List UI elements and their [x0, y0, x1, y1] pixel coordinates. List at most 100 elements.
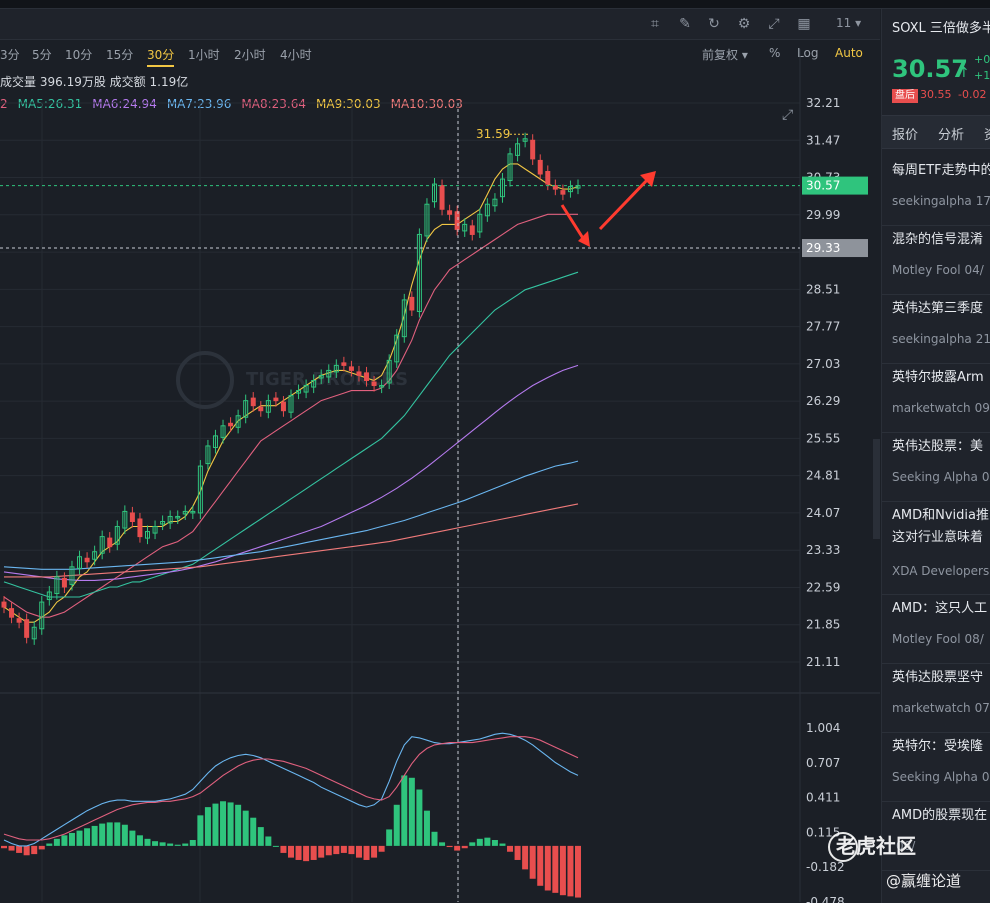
- candle-body: [447, 210, 453, 215]
- period-30m[interactable]: 30分: [147, 46, 175, 67]
- news-item[interactable]: 英特尔披露Arm marketwatch 09: [882, 363, 990, 433]
- news-item[interactable]: AMD和Nvidia推 这对行业意味着 XDA Developers: [882, 501, 990, 595]
- macd-bar: [491, 840, 498, 846]
- macd-bar: [23, 845, 30, 856]
- news-item[interactable]: 英伟达第三季度 seekingalpha 21: [882, 294, 990, 364]
- period-selector: 3分 5分 10分 15分 30分 1小时 2小时 4小时 前复权 ▾ % Lo…: [0, 41, 880, 67]
- candle-body: [296, 390, 302, 394]
- macd-bar: [68, 832, 75, 846]
- ma-legend-item: 2: [0, 97, 8, 111]
- news-item[interactable]: AMD的股票现在 06/: [882, 801, 990, 871]
- candle-body: [129, 512, 135, 522]
- period-3m[interactable]: 3分: [0, 48, 20, 62]
- candle-body: [167, 515, 173, 524]
- macd-bar: [325, 845, 332, 856]
- candle-body: [560, 190, 566, 195]
- news-item[interactable]: AMD：这只人工 Motley Fool 08/: [882, 594, 990, 664]
- candle-body: [515, 143, 521, 156]
- period-4h[interactable]: 4小时: [280, 48, 312, 62]
- candle-body: [469, 225, 475, 235]
- window-count-label: 11: [836, 16, 852, 30]
- candle-body: [46, 591, 52, 601]
- candle-body: [492, 198, 498, 207]
- adjust-select[interactable]: 前复权 ▾: [702, 48, 748, 62]
- settings-icon[interactable]: ⚙: [737, 16, 751, 32]
- candle-body: [416, 233, 422, 312]
- macd-bar: [567, 845, 574, 897]
- macd-bar: [129, 830, 136, 846]
- period-10m[interactable]: 10分: [65, 48, 93, 62]
- tab-quote[interactable]: 报价: [892, 128, 919, 143]
- log-toggle[interactable]: Log: [797, 46, 819, 60]
- macd-bar: [310, 845, 317, 860]
- candle-body: [205, 445, 211, 465]
- news-date: 0: [981, 470, 990, 484]
- fullscreen-icon[interactable]: ⤢: [768, 16, 780, 32]
- auto-toggle[interactable]: Auto: [835, 46, 863, 60]
- draw-icon[interactable]: ✎: [679, 16, 691, 32]
- window-count[interactable]: 11 ▾: [836, 16, 862, 30]
- candle-body: [152, 526, 158, 534]
- ma-line-ma250: [4, 503, 579, 578]
- news-date: 04/: [964, 263, 984, 277]
- news-date: 06/: [896, 839, 916, 853]
- refresh-icon[interactable]: ↻: [708, 16, 720, 32]
- news-date: 17: [975, 194, 990, 208]
- macd-bar: [227, 802, 234, 846]
- last-price: 30.57: [892, 55, 968, 83]
- candle-body: [258, 406, 264, 412]
- news-date: 07: [974, 701, 990, 715]
- candle-body: [545, 170, 551, 185]
- news-title: 英伟达第三季度: [892, 301, 984, 316]
- candle-body: [507, 153, 513, 182]
- amount-label: 成交额: [109, 75, 146, 89]
- candle-body: [16, 618, 22, 623]
- tab-news[interactable]: 资讯: [984, 124, 990, 143]
- news-item[interactable]: 每周ETF走势中的 seekingalpha 17: [882, 156, 990, 226]
- tiger-logo-icon: [828, 832, 858, 862]
- candle-body: [401, 299, 407, 338]
- macd-bar: [250, 817, 257, 846]
- period-2h[interactable]: 2小时: [234, 48, 266, 62]
- macd-bar: [469, 842, 476, 846]
- period-5m[interactable]: 5分: [32, 48, 52, 62]
- news-title: 混杂的信号混淆: [892, 232, 984, 247]
- period-15m[interactable]: 15分: [106, 48, 134, 62]
- ma-line-ma120: [3, 364, 579, 581]
- news-item[interactable]: 混杂的信号混淆 Motley Fool 04/: [882, 225, 990, 295]
- indicator-icon[interactable]: ⌗: [651, 16, 659, 32]
- macd-bar: [559, 845, 566, 896]
- macd-dea-line: [3, 736, 579, 841]
- percent-toggle[interactable]: %: [769, 46, 781, 60]
- candle-body: [371, 381, 377, 387]
- layout-icon[interactable]: ▦: [797, 16, 811, 32]
- macd-bar: [371, 845, 378, 858]
- price-change-percent: +1.: [974, 69, 990, 82]
- tab-analysis[interactable]: 分析: [938, 128, 965, 143]
- news-date: 09: [974, 401, 990, 415]
- macd-bar: [544, 845, 551, 891]
- panel-collapse-handle[interactable]: [873, 439, 880, 539]
- price-axis-label: 21.11: [806, 655, 840, 669]
- annotation-arrow-down: [560, 204, 588, 244]
- candle-body: [182, 510, 188, 515]
- expand-icon: ⤢: [782, 107, 793, 123]
- macd-bar: [416, 789, 423, 846]
- candle-body: [424, 203, 430, 237]
- macd-bar: [212, 803, 219, 846]
- candle-body: [303, 385, 309, 393]
- candle-body: [61, 577, 67, 588]
- news-item[interactable]: 英伟达股票：美 Seeking Alpha 0: [882, 432, 990, 502]
- macd-bar: [288, 845, 294, 858]
- news-source: Motley Fool: [892, 263, 961, 277]
- news-item[interactable]: 英伟达股票坚守 marketwatch 07: [882, 663, 990, 733]
- candle-body: [326, 369, 332, 378]
- candle-body: [567, 186, 573, 193]
- price-axis-label: 24.81: [806, 469, 840, 483]
- annotation-arrowhead-down: [578, 231, 590, 247]
- price-chart[interactable]: 32.2131.4730.7329.9929.2528.5127.7727.03…: [0, 9, 880, 903]
- period-1h[interactable]: 1小时: [188, 48, 220, 62]
- current-price-tag-label: 30.57: [806, 179, 840, 193]
- news-item[interactable]: 英特尔：受埃隆 Seeking Alpha 0: [882, 732, 990, 802]
- news-title: 英伟达股票坚守: [892, 670, 984, 685]
